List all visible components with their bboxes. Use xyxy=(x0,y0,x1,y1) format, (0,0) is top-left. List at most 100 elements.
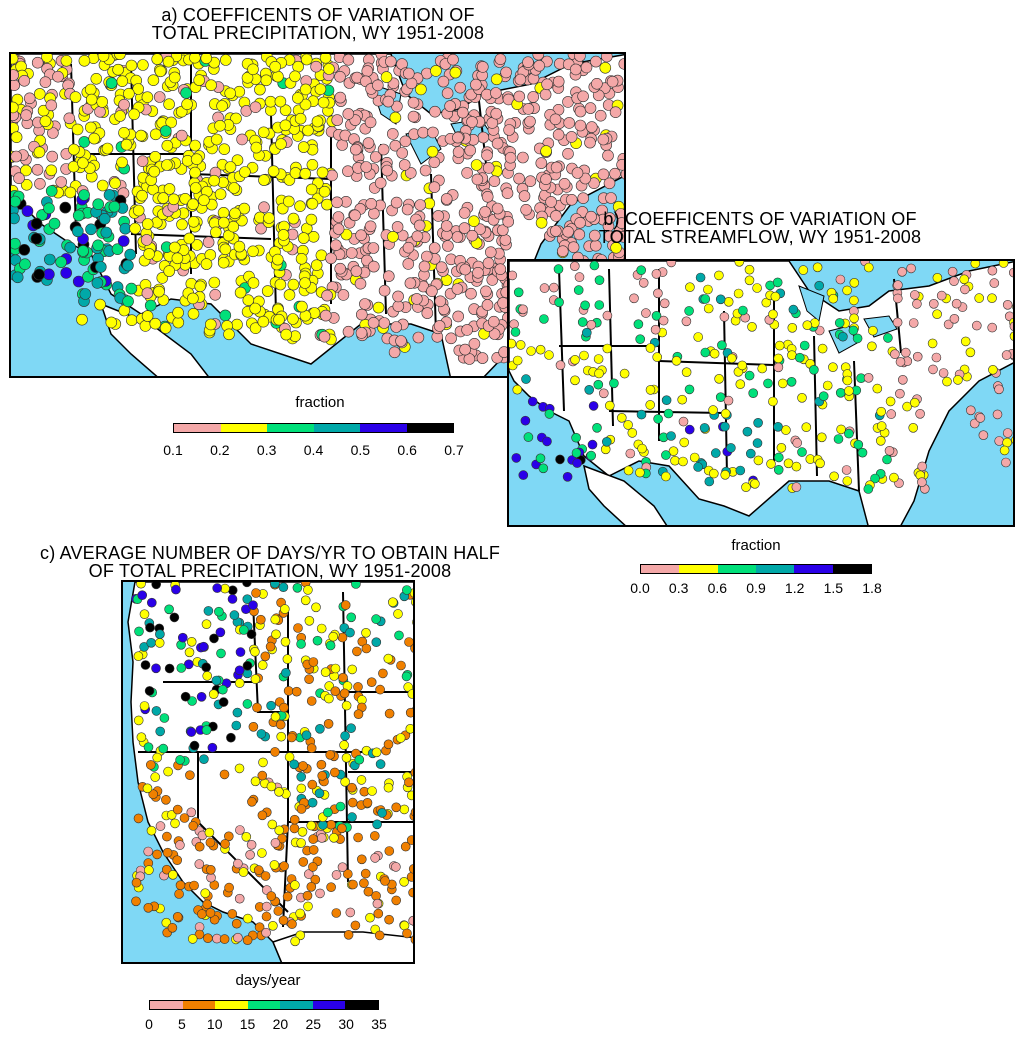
station-marker xyxy=(593,354,604,364)
station-marker xyxy=(337,862,348,873)
station-marker xyxy=(250,141,263,154)
station-marker xyxy=(513,287,524,298)
station-marker xyxy=(635,467,645,478)
station-marker xyxy=(357,854,367,865)
station-marker xyxy=(172,804,183,815)
station-marker xyxy=(822,380,833,391)
station-marker xyxy=(95,261,107,273)
station-marker xyxy=(317,96,330,109)
station-marker xyxy=(317,771,327,781)
station-marker xyxy=(153,91,166,103)
station-marker xyxy=(434,295,447,308)
station-marker xyxy=(895,357,906,367)
station-marker xyxy=(370,853,380,863)
station-marker xyxy=(641,308,651,318)
station-marker xyxy=(305,213,318,226)
station-marker xyxy=(261,285,274,297)
station-marker xyxy=(451,231,464,243)
station-marker xyxy=(11,131,23,143)
station-marker xyxy=(20,109,32,122)
station-marker xyxy=(250,674,261,684)
colorbar-swatch xyxy=(794,565,833,573)
station-marker xyxy=(447,54,459,66)
station-marker xyxy=(339,740,349,750)
station-marker xyxy=(353,709,364,719)
station-marker xyxy=(30,217,43,230)
station-marker xyxy=(374,930,385,941)
station-marker xyxy=(360,868,371,879)
station-marker xyxy=(936,290,947,301)
station-marker xyxy=(949,313,960,324)
station-marker xyxy=(593,379,604,390)
station-marker xyxy=(257,660,268,670)
station-marker xyxy=(382,270,395,282)
station-marker xyxy=(289,823,300,834)
station-marker xyxy=(377,143,390,156)
station-marker xyxy=(362,798,373,808)
station-marker xyxy=(466,116,478,128)
station-marker xyxy=(540,145,552,157)
station-marker xyxy=(132,83,144,95)
station-marker xyxy=(270,838,281,848)
station-marker xyxy=(168,869,178,880)
colorbar-tick-label: 1.2 xyxy=(784,580,805,596)
station-marker xyxy=(345,907,356,918)
station-marker xyxy=(703,284,713,295)
station-marker xyxy=(238,867,249,877)
station-marker xyxy=(294,112,307,125)
station-marker xyxy=(1009,267,1013,278)
station-marker xyxy=(708,405,718,415)
station-marker xyxy=(549,225,562,237)
station-marker xyxy=(650,324,661,335)
station-marker xyxy=(347,797,358,808)
station-marker xyxy=(491,137,504,150)
station-marker xyxy=(169,241,181,254)
station-marker xyxy=(200,54,213,64)
station-marker xyxy=(266,700,276,711)
panel-a-title-line1: a) COEFFICENTS OF VARIATION OF xyxy=(161,5,475,25)
station-marker xyxy=(909,290,920,300)
station-marker xyxy=(371,637,382,648)
station-marker xyxy=(744,264,755,275)
station-marker xyxy=(297,827,308,837)
station-marker xyxy=(562,472,573,482)
station-marker xyxy=(323,807,333,818)
station-marker xyxy=(205,837,216,848)
station-marker xyxy=(875,436,886,446)
station-marker xyxy=(144,686,155,696)
station-marker xyxy=(611,230,624,243)
station-marker xyxy=(247,245,259,258)
station-marker xyxy=(889,472,899,483)
station-marker xyxy=(490,107,503,120)
station-marker xyxy=(92,198,104,210)
station-marker xyxy=(398,159,411,171)
station-marker xyxy=(773,452,784,463)
station-marker xyxy=(392,300,405,312)
station-marker xyxy=(841,465,852,475)
station-marker xyxy=(328,631,338,642)
station-marker xyxy=(349,143,362,156)
station-marker xyxy=(960,336,971,347)
station-marker xyxy=(310,60,322,73)
station-marker xyxy=(261,927,271,938)
colorbar-tick-label: 0.1 xyxy=(163,442,183,458)
station-marker xyxy=(172,911,183,922)
station-marker xyxy=(513,172,525,185)
station-marker xyxy=(320,667,331,677)
station-marker xyxy=(279,861,289,871)
station-marker xyxy=(599,388,609,399)
station-marker xyxy=(125,282,138,295)
station-marker xyxy=(210,133,223,146)
station-marker xyxy=(136,582,146,589)
station-marker xyxy=(224,882,234,893)
station-marker xyxy=(404,637,413,647)
station-marker xyxy=(163,766,173,777)
station-marker xyxy=(279,702,289,713)
station-marker xyxy=(183,232,196,245)
station-marker xyxy=(267,819,278,830)
station-marker xyxy=(103,189,116,201)
station-marker xyxy=(428,242,441,254)
station-marker xyxy=(302,124,314,137)
station-marker xyxy=(602,437,612,447)
station-marker xyxy=(992,409,1003,420)
